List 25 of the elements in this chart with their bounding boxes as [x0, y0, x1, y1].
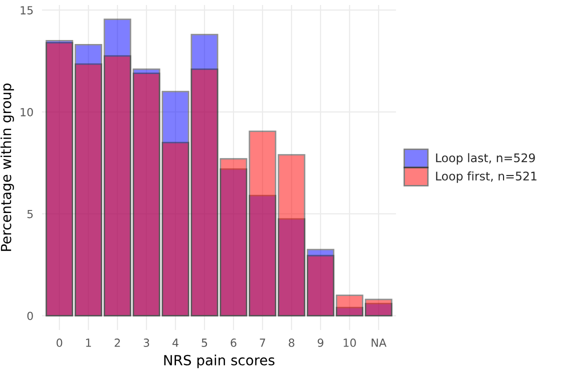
y-tick-label: 0 — [27, 312, 33, 320]
legend-label: Loop first, n=521 — [436, 171, 536, 183]
y-tick-label: 10 — [20, 108, 33, 116]
legend-label: Loop last, n=529 — [436, 153, 535, 165]
x-tick-label: 1 — [86, 338, 91, 347]
x-tick-label: 4 — [172, 338, 178, 347]
x-tick-label: 3 — [144, 338, 150, 347]
bar — [278, 154, 306, 316]
x-tick-label: 10 — [344, 338, 356, 347]
bar — [248, 130, 276, 316]
bar — [364, 298, 392, 316]
bar — [162, 142, 190, 316]
y-tick-label: 5 — [27, 210, 33, 218]
x-tick-label: 9 — [318, 338, 324, 347]
x-tick-label: 6 — [230, 338, 236, 347]
y-tick-label: 15 — [20, 6, 33, 14]
x-tick-label: 2 — [114, 338, 120, 347]
bar — [336, 294, 364, 316]
x-tick-label: 7 — [260, 338, 266, 347]
x-tick-label: 5 — [202, 338, 208, 347]
x-tick-label: 0 — [56, 338, 62, 347]
x-tick-label: 8 — [288, 338, 294, 347]
x-axis-title: NRS pain scores — [164, 354, 274, 368]
y-axis-title: Percentage within group — [0, 84, 14, 251]
x-tick-label: NA — [372, 338, 386, 347]
